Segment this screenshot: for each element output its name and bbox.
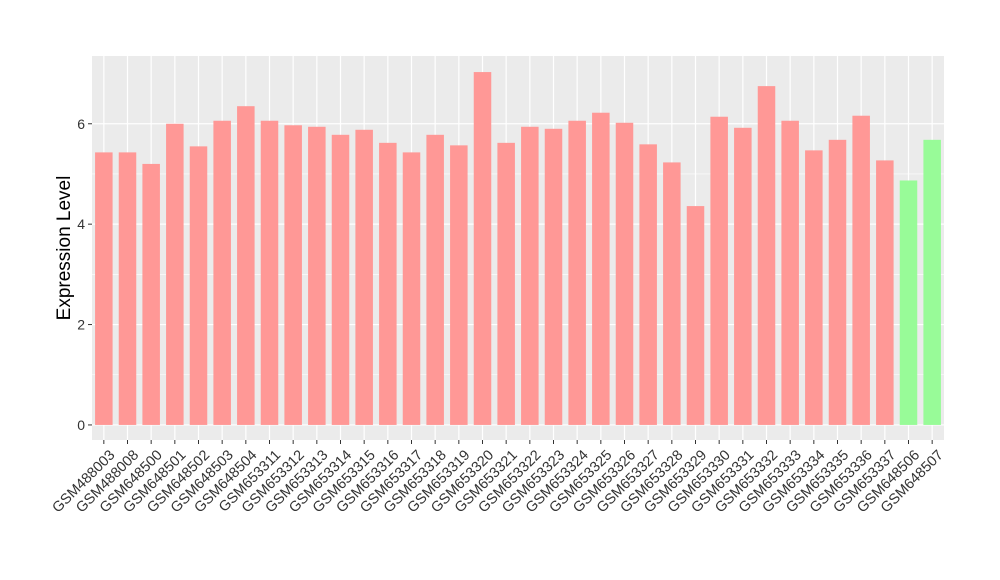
plot-panel [92, 56, 944, 440]
bar-gsm653316 [379, 142, 397, 425]
bar-gsm648501 [166, 123, 184, 425]
y-axis: 0 2 4 6 [77, 116, 92, 433]
y-axis-title: Expression Level [54, 176, 75, 321]
y-tick-label: 0 [77, 417, 85, 433]
y-tick-label: 2 [77, 317, 85, 333]
bar-gsm653322 [521, 126, 539, 425]
minor-gridlines [92, 173, 944, 376]
bar-gsm653313 [308, 126, 326, 425]
bar-gsm653317 [402, 152, 421, 425]
bar-gsm653312 [284, 125, 302, 425]
bar-gsm653334 [805, 150, 823, 425]
bar-gsm653318 [426, 134, 444, 425]
bar-gsm488003 [95, 152, 113, 425]
bar-gsm653314 [331, 134, 350, 425]
bar-gsm653325 [592, 112, 610, 425]
bar-gsm653327 [639, 144, 657, 425]
bar-gsm653321 [497, 142, 515, 425]
bar-gsm648504 [237, 106, 255, 425]
bars-group [95, 72, 941, 425]
bar-gsm648500 [142, 163, 160, 425]
bar-gsm653333 [781, 120, 799, 425]
bar-gsm648507 [923, 139, 941, 425]
bar-gsm653326 [615, 122, 634, 425]
bar-gsm653328 [663, 162, 681, 425]
y-tick-label: 4 [77, 216, 85, 232]
bar-gsm653330 [710, 116, 728, 425]
bar-gsm653335 [828, 139, 847, 425]
bar-gsm653319 [450, 145, 468, 425]
bar-gsm653332 [757, 86, 776, 425]
bar-gsm653315 [355, 129, 373, 425]
bar-gsm488008 [118, 152, 137, 425]
bar-gsm653311 [260, 120, 279, 425]
y-tick-label: 6 [77, 116, 85, 132]
bar-gsm653331 [734, 127, 752, 425]
bar-gsm653337 [876, 160, 894, 425]
bar-gsm648506 [899, 180, 918, 425]
bar-gsm648503 [213, 120, 231, 425]
bar-gsm653329 [686, 206, 705, 425]
bar-gsm653323 [544, 128, 563, 425]
bar-gsm653320 [473, 72, 492, 425]
x-axis: GSM488003GSM488008GSM648500GSM648501GSM6… [50, 440, 947, 516]
bar-gsm653324 [568, 120, 586, 425]
bar-gsm653336 [852, 115, 870, 425]
bar-gsm648502 [189, 146, 208, 425]
